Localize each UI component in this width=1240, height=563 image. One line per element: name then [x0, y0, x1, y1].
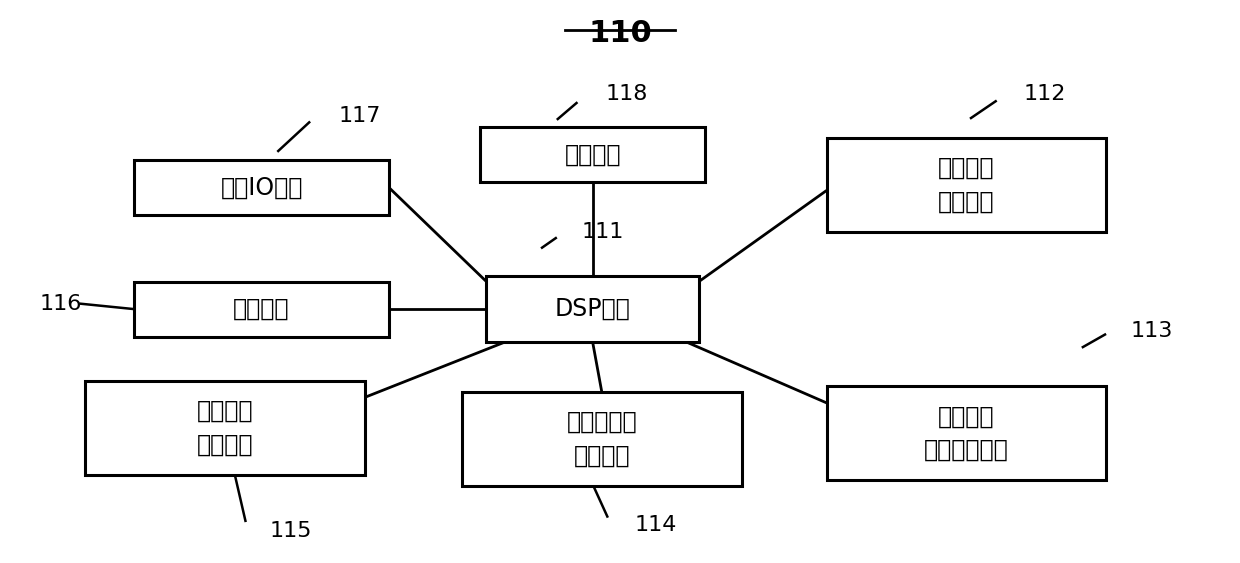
- Text: 次级电流
检测电路: 次级电流 检测电路: [939, 156, 994, 214]
- Text: 112: 112: [1023, 84, 1066, 104]
- Text: 电容电压
压频转换电路: 电容电压 压频转换电路: [924, 404, 1008, 462]
- Text: 110: 110: [588, 19, 652, 48]
- Bar: [134, 282, 389, 337]
- Text: DSP芝片: DSP芝片: [554, 297, 630, 321]
- Bar: [463, 392, 742, 486]
- Text: 外部IO电路: 外部IO电路: [221, 176, 303, 200]
- Bar: [134, 160, 389, 215]
- Bar: [480, 127, 706, 182]
- Text: 113: 113: [1131, 321, 1173, 341]
- Bar: [827, 138, 1106, 232]
- Text: 111: 111: [582, 222, 624, 242]
- Bar: [827, 386, 1106, 480]
- Text: 116: 116: [40, 293, 82, 314]
- Text: 114: 114: [635, 515, 677, 535]
- Bar: [86, 381, 365, 475]
- Text: 117: 117: [339, 106, 381, 126]
- Text: 比例阀控制
电路模块: 比例阀控制 电路模块: [567, 410, 637, 467]
- Bar: [486, 276, 699, 342]
- Text: 118: 118: [605, 84, 647, 104]
- Text: 三相过零
检测电路: 三相过零 检测电路: [197, 399, 253, 457]
- Text: 通讯模块: 通讯模块: [233, 297, 290, 321]
- Text: 电源模块: 电源模块: [564, 142, 621, 167]
- Text: 115: 115: [270, 521, 312, 541]
